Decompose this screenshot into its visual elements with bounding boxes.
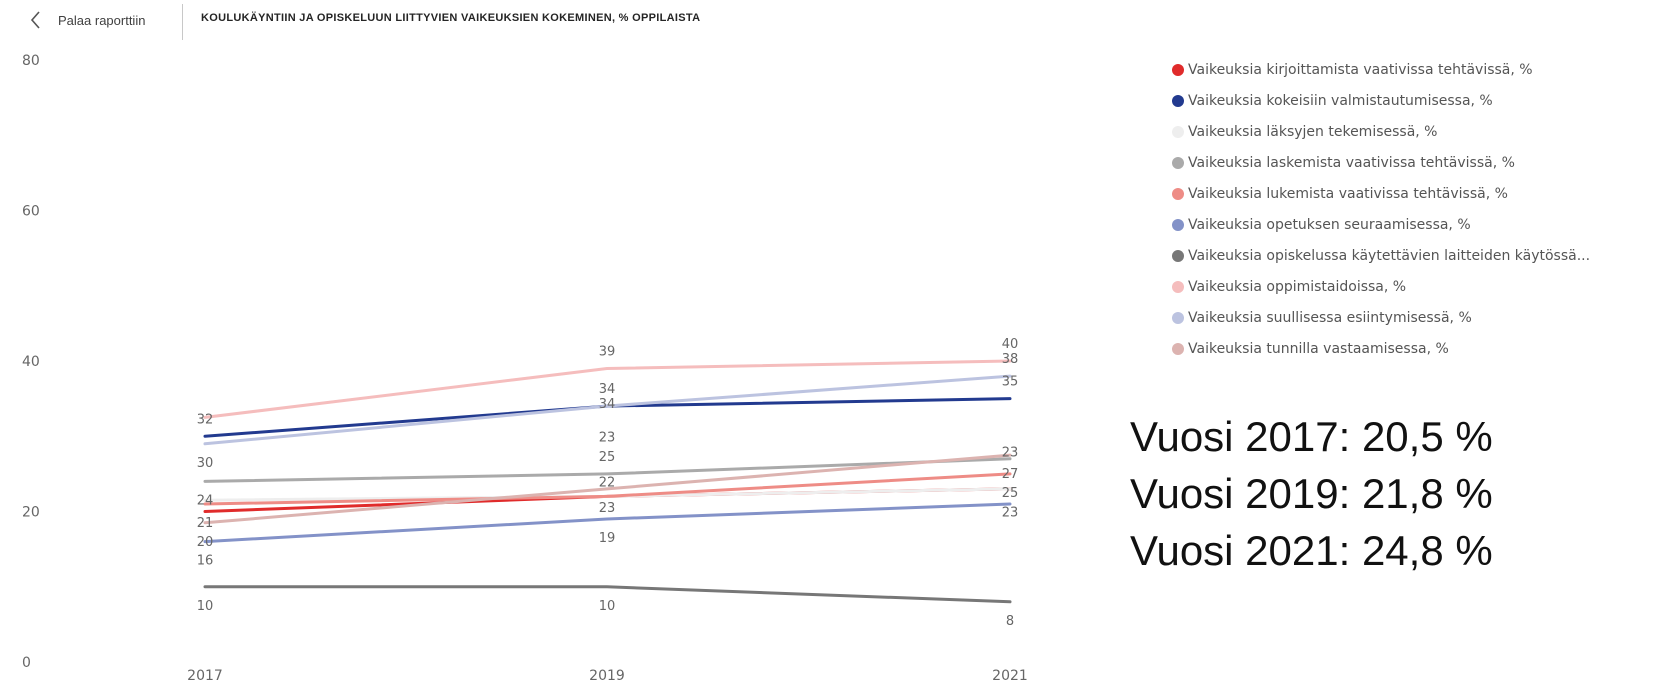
legend-color-dot: [1172, 280, 1184, 293]
series-line: [203, 453, 1012, 525]
yearly-summary: Vuosi 2017: 20,5 % Vuosi 2019: 21,8 % Vu…: [1130, 408, 1493, 579]
data-label: 16: [197, 554, 214, 569]
header-divider: [182, 4, 183, 40]
y-tick-label: 60: [22, 204, 40, 220]
data-label: 19: [599, 531, 616, 546]
series-line: [203, 487, 1012, 502]
series-line: [203, 502, 1012, 544]
legend-label: Vaikeuksia kokeisiin valmistautumisessa,…: [1188, 92, 1493, 109]
data-label: 30: [197, 456, 214, 471]
legend-item[interactable]: Vaikeuksia laskemista vaativissa tehtävi…: [1172, 147, 1656, 178]
legend-color-dot: [1172, 94, 1184, 107]
y-tick-label: 40: [22, 354, 40, 370]
summary-line-2019: Vuosi 2019: 21,8 %: [1130, 470, 1493, 517]
series-line: [203, 374, 1012, 446]
data-label: 40: [1002, 337, 1019, 352]
legend-label: Vaikeuksia opetuksen seuraamisessa, %: [1188, 216, 1471, 233]
page-title: KOULUKÄYNTIIN JA OPISKELUUN LIITTYVIEN V…: [201, 12, 701, 24]
y-tick-label: 20: [22, 505, 40, 521]
legend-label: Vaikeuksia kirjoittamista vaativissa teh…: [1188, 61, 1533, 78]
legend-color-dot: [1172, 187, 1184, 200]
legend-color-dot: [1172, 311, 1184, 324]
legend-color-dot: [1172, 156, 1184, 169]
legend-color-dot: [1172, 249, 1184, 262]
legend-label: Vaikeuksia laskemista vaativissa tehtävi…: [1188, 154, 1515, 171]
series-line: [203, 359, 1012, 419]
summary-line-2021: Vuosi 2021: 24,8 %: [1130, 527, 1493, 574]
legend-label: Vaikeuksia suullisessa esiintymisessä, %: [1188, 309, 1472, 326]
data-label: 39: [599, 345, 616, 360]
y-tick-label: 80: [22, 53, 40, 69]
summary-line-2017: Vuosi 2017: 20,5 %: [1130, 413, 1493, 460]
series-line: [203, 457, 1012, 483]
legend-item[interactable]: Vaikeuksia suullisessa esiintymisessä, %: [1172, 302, 1656, 333]
legend-label: Vaikeuksia oppimistaidoissa, %: [1188, 278, 1407, 295]
legend-item[interactable]: Vaikeuksia kirjoittamista vaativissa teh…: [1172, 54, 1656, 85]
x-tick-label: 2017: [187, 668, 223, 684]
data-label: 23: [599, 430, 616, 445]
chevron-left-icon: [30, 11, 40, 29]
data-label: 35: [1002, 375, 1019, 390]
legend-label: Vaikeuksia opiskelussa käytettävien lait…: [1188, 247, 1591, 264]
legend-item[interactable]: Vaikeuksia opetuksen seuraamisessa, %: [1172, 209, 1656, 240]
legend-item[interactable]: Vaikeuksia kokeisiin valmistautumisessa,…: [1172, 85, 1656, 116]
data-label: 23: [599, 501, 616, 516]
legend-color-dot: [1172, 342, 1184, 355]
data-label: 34: [599, 382, 616, 397]
data-label: 27: [1002, 467, 1019, 482]
legend-item[interactable]: Vaikeuksia läksyjen tekemisessä, %: [1172, 116, 1656, 147]
legend-label: Vaikeuksia tunnilla vastaamisessa, %: [1188, 340, 1449, 357]
data-label: 8: [1006, 614, 1014, 629]
data-label: 22: [599, 475, 616, 490]
data-label: 38: [1002, 352, 1019, 367]
line-chart: 0 20 40 60 80 2017 2019 2021 32 34 35 24 25 21 25 16 19 1…: [22, 53, 1028, 684]
series-line: [203, 585, 1012, 604]
legend-label: Vaikeuksia lukemista vaativissa tehtävis…: [1188, 185, 1508, 202]
series-line: [203, 472, 1012, 506]
y-tick-label: 0: [22, 655, 31, 671]
legend-item[interactable]: Vaikeuksia oppimistaidoissa, %: [1172, 271, 1656, 302]
data-label: 34: [599, 397, 616, 412]
legend-color-dot: [1172, 218, 1184, 231]
data-label: 10: [197, 599, 214, 614]
legend-label: Vaikeuksia läksyjen tekemisessä, %: [1188, 123, 1438, 140]
data-label: 21: [197, 516, 214, 531]
legend-item[interactable]: Vaikeuksia tunnilla vastaamisessa, %: [1172, 333, 1656, 364]
report-header: Palaa raporttiin KOULUKÄYNTIIN JA OPISKE…: [0, 0, 1656, 42]
legend-color-dot: [1172, 125, 1184, 138]
data-label: 25: [1002, 486, 1019, 501]
x-tick-label: 2021: [992, 668, 1028, 684]
legend-color-dot: [1172, 63, 1184, 76]
data-label: 10: [599, 599, 616, 614]
legend-item[interactable]: Vaikeuksia opiskelussa käytettävien lait…: [1172, 240, 1656, 271]
chart-legend: Vaikeuksia kirjoittamista vaativissa teh…: [1172, 54, 1656, 364]
data-label: 20: [197, 535, 214, 550]
legend-item[interactable]: Vaikeuksia lukemista vaativissa tehtävis…: [1172, 178, 1656, 209]
data-label: 23: [1002, 505, 1019, 520]
x-tick-label: 2019: [589, 668, 625, 684]
back-button-label: Palaa raporttiin: [58, 12, 146, 28]
data-label: 32: [197, 412, 214, 427]
data-label: 25: [599, 450, 616, 465]
data-label: 24: [197, 493, 214, 508]
data-label: 23: [1002, 445, 1019, 460]
back-to-report-button[interactable]: Palaa raporttiin: [24, 6, 145, 34]
